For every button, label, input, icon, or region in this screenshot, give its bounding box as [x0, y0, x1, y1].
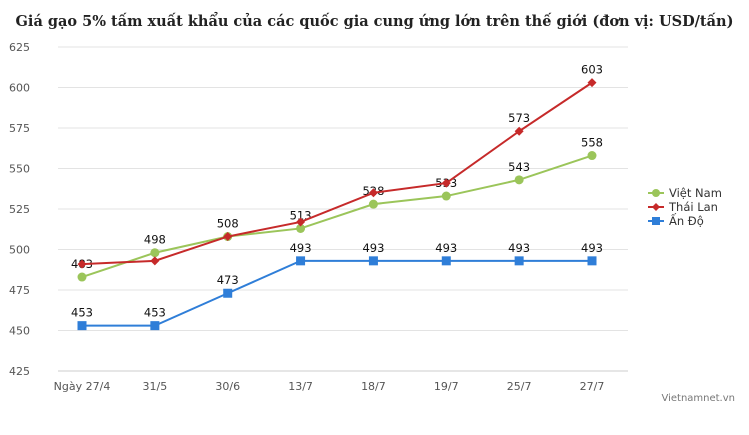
- data-label: 573: [508, 111, 530, 125]
- data-point: [441, 178, 451, 188]
- x-tick-label: 13/7: [288, 380, 313, 393]
- data-point: [223, 288, 233, 298]
- y-tick-label: 525: [9, 203, 30, 216]
- data-label: 508: [217, 217, 239, 231]
- data-label: 453: [71, 306, 93, 320]
- data-label: 603: [581, 63, 603, 77]
- data-label: 558: [581, 136, 603, 150]
- data-label: 493: [581, 241, 603, 255]
- data-label: 493: [362, 241, 384, 255]
- y-tick-label: 425: [9, 365, 30, 378]
- legend-marker: [652, 217, 660, 225]
- data-label: 473: [217, 273, 239, 287]
- chart-title: Giá gạo 5% tấm xuất khẩu của các quốc gi…: [15, 13, 734, 30]
- data-point: [441, 191, 451, 201]
- data-point: [514, 126, 524, 136]
- data-point: [296, 223, 306, 233]
- legend-item: Ấn Độ: [648, 212, 704, 228]
- legend-item: Thái Lan: [648, 200, 718, 214]
- data-label: 498: [144, 233, 166, 247]
- x-tick-label: Ngày 27/4: [54, 380, 111, 393]
- data-point: [77, 272, 87, 282]
- data-label: 493: [435, 241, 457, 255]
- data-point: [223, 232, 233, 242]
- data-point: [587, 78, 597, 88]
- x-tick-label: 31/5: [143, 380, 168, 393]
- data-point: [296, 217, 306, 227]
- data-point: [587, 256, 597, 266]
- data-point: [150, 321, 160, 331]
- data-point: [368, 256, 378, 266]
- data-point: [77, 321, 87, 331]
- legend-label: Việt Nam: [669, 186, 722, 200]
- y-tick-label: 450: [9, 325, 30, 338]
- y-tick-label: 625: [9, 41, 30, 54]
- legend-item: Việt Nam: [648, 186, 722, 200]
- series-line: [81, 81, 593, 266]
- x-tick-label: 27/7: [580, 380, 605, 393]
- y-tick-label: 475: [9, 284, 30, 297]
- y-tick-label: 500: [9, 244, 30, 257]
- data-point: [514, 175, 524, 185]
- source-credit: Vietnamnet.vn: [661, 393, 735, 404]
- data-point: [587, 151, 597, 161]
- data-point: [296, 256, 306, 266]
- data-label: 493: [290, 241, 312, 255]
- legend-marker: [652, 203, 660, 211]
- series-thái-lan: 573 603: [77, 63, 603, 269]
- data-point: [514, 256, 524, 266]
- data-point: [77, 259, 87, 269]
- data-point: [150, 248, 160, 258]
- x-tick-label: 25/7: [507, 380, 532, 393]
- legend-marker: [652, 189, 660, 197]
- data-point: [368, 188, 378, 198]
- x-tick-label: 30/6: [215, 380, 240, 393]
- x-tick-label: 18/7: [361, 380, 386, 393]
- data-label: 493: [508, 241, 530, 255]
- x-tick-label: 19/7: [434, 380, 459, 393]
- y-tick-label: 600: [9, 82, 30, 95]
- y-tick-label: 550: [9, 163, 30, 176]
- data-label: 453: [144, 306, 166, 320]
- data-point: [368, 199, 378, 209]
- data-point: [150, 256, 160, 266]
- data-point: [441, 256, 451, 266]
- legend-label: Thái Lan: [668, 200, 718, 214]
- data-label: 543: [508, 160, 530, 174]
- legend-label: Ấn Độ: [669, 212, 704, 228]
- series-ấn-độ: 453 453 473 493 493 493 493 493: [71, 241, 603, 331]
- y-tick-label: 575: [9, 122, 30, 135]
- series-line: [81, 154, 593, 278]
- series-line: [82, 259, 592, 327]
